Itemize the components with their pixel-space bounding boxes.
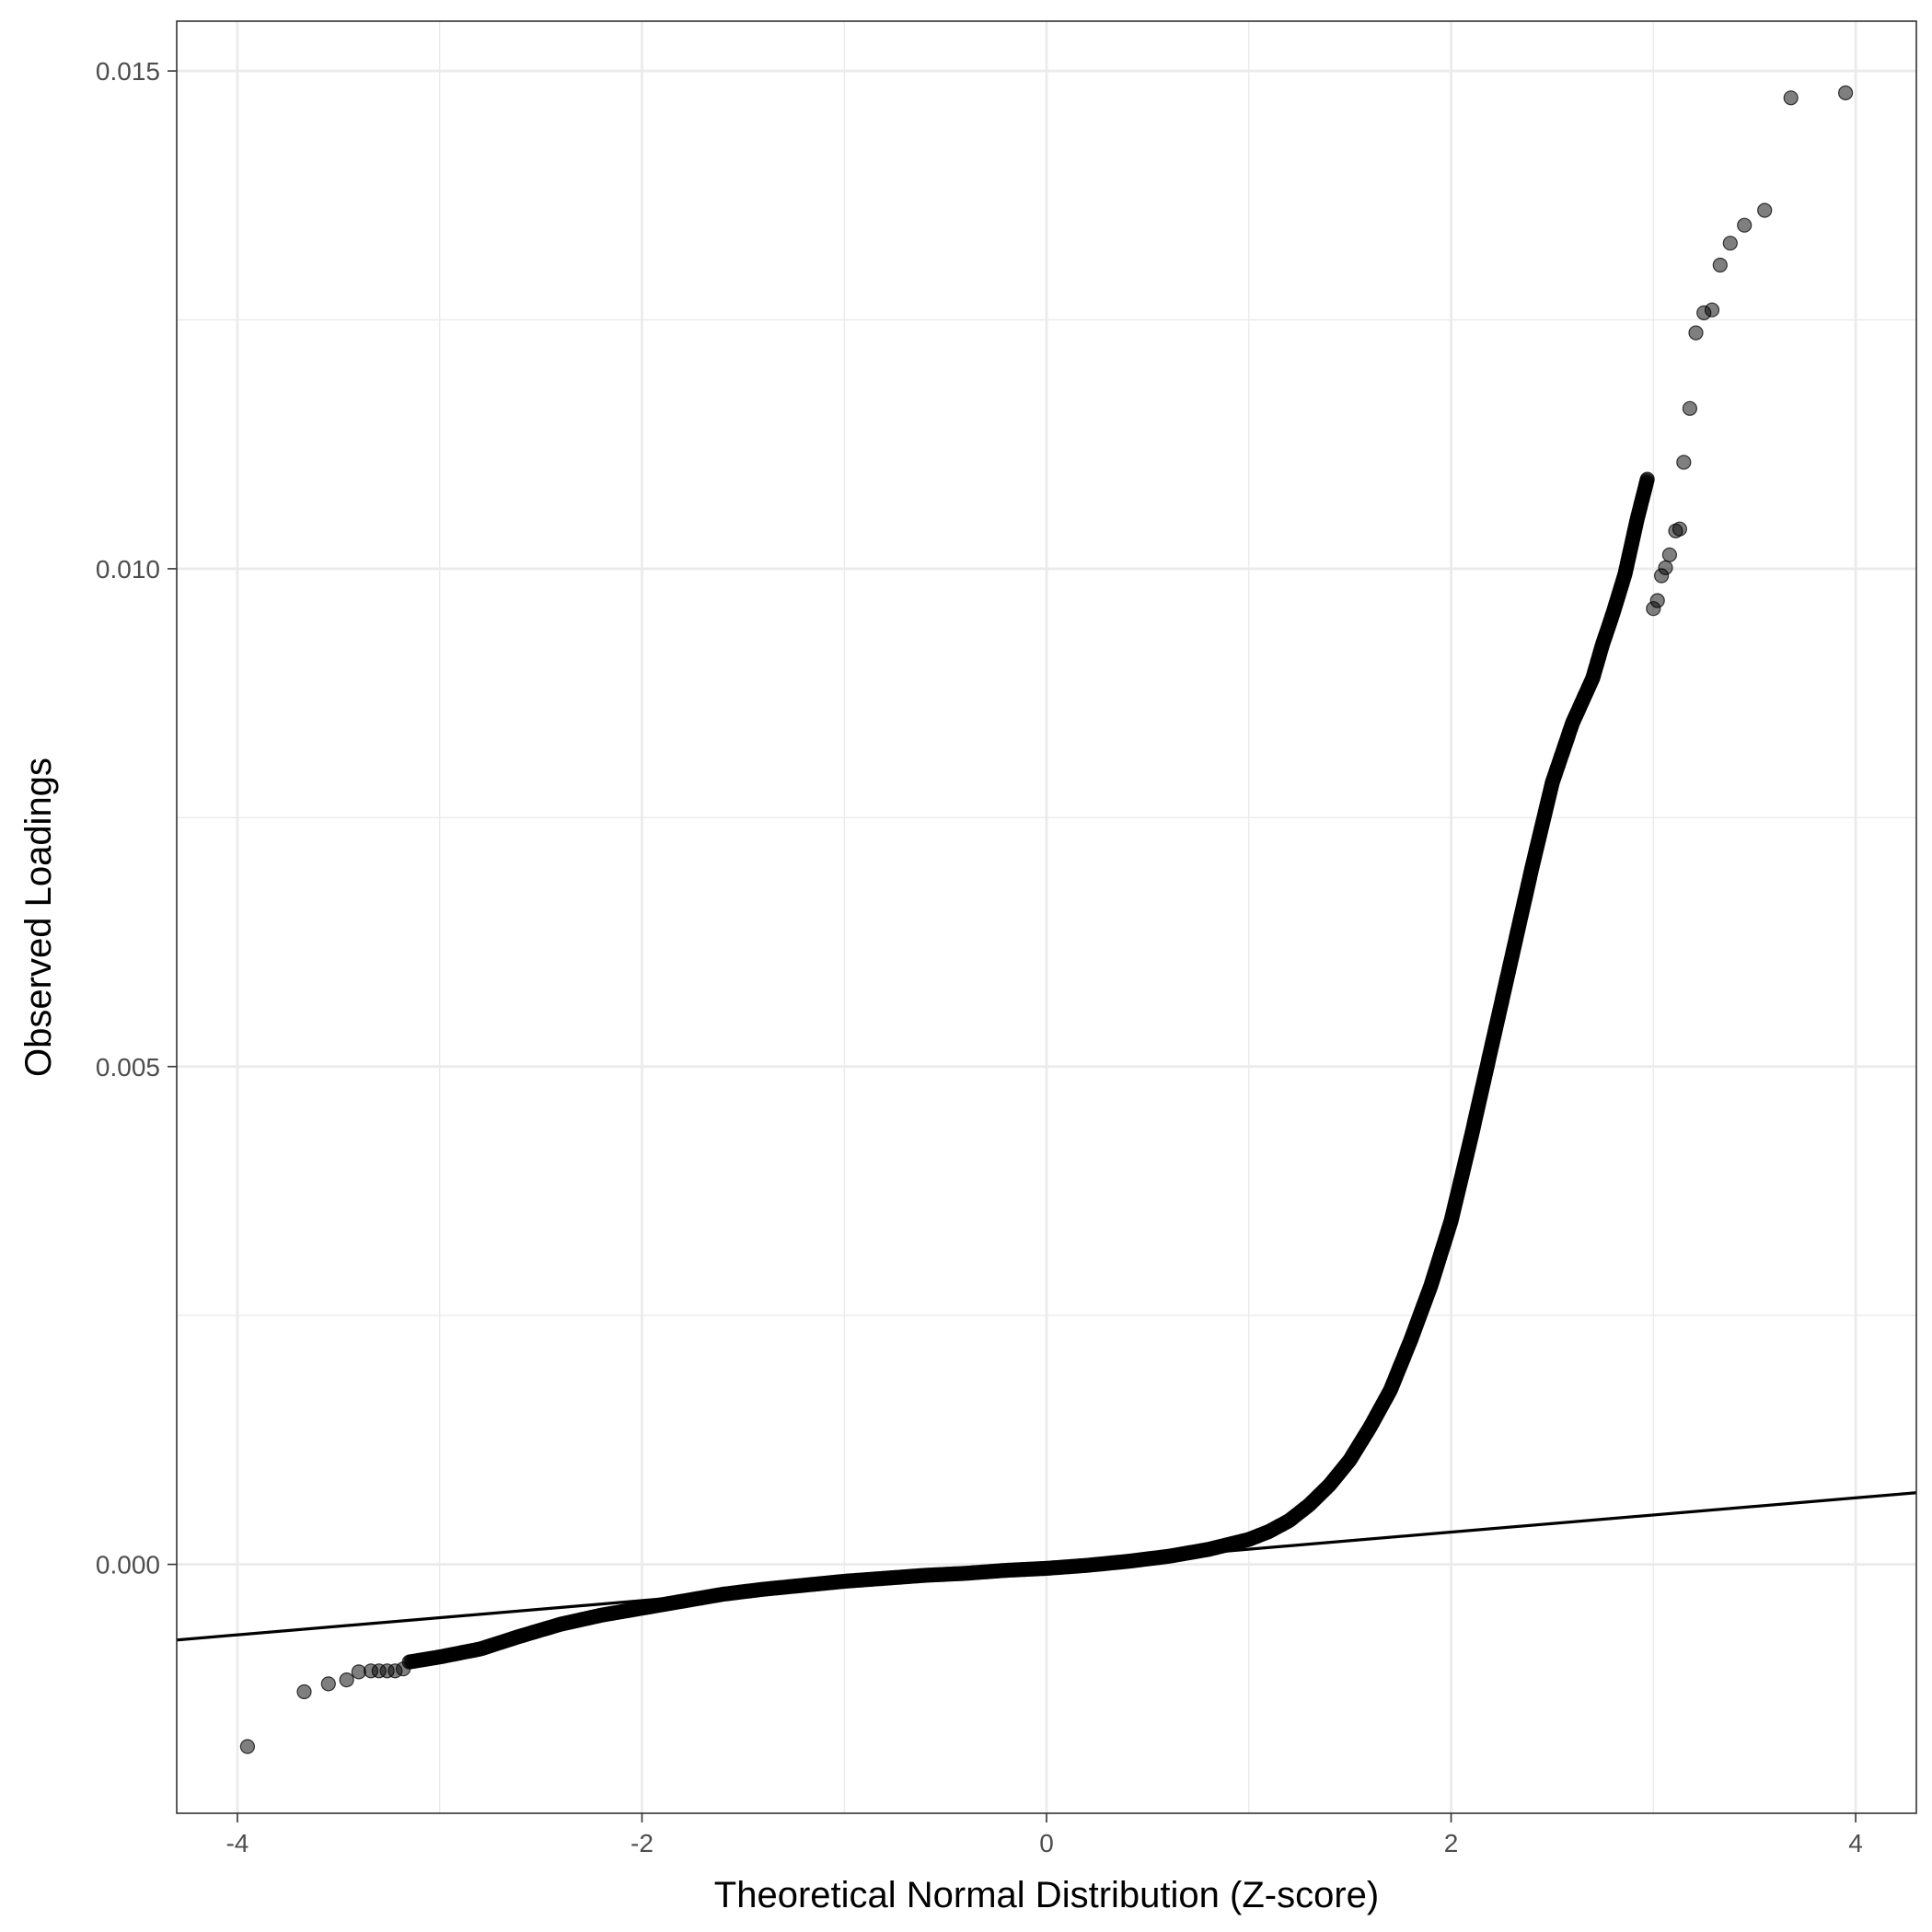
y-tick-label: 0.005 [96, 1053, 160, 1082]
data-point [1688, 325, 1704, 341]
data-point [1639, 471, 1655, 487]
x-tick-label: 4 [1848, 1829, 1863, 1857]
data-point [339, 1672, 354, 1688]
y-tick-label: 0.010 [96, 555, 160, 584]
data-point [1712, 257, 1728, 273]
x-tick-label: 2 [1444, 1829, 1459, 1857]
data-point [1661, 547, 1678, 562]
y-axis-ticks: 0.000 0.005 0.010 0.015 [96, 57, 177, 1579]
data-point [1676, 455, 1692, 470]
data-point [1704, 302, 1720, 318]
y-tick-label: 0.015 [96, 57, 160, 86]
data-point [1672, 521, 1688, 537]
y-axis-title: Observed Loadings [18, 758, 59, 1077]
x-tick-label: 0 [1039, 1829, 1054, 1857]
y-tick-label: 0.000 [96, 1551, 160, 1579]
data-point [1722, 236, 1738, 251]
data-point [239, 1739, 255, 1754]
data-point [1757, 202, 1773, 218]
data-point [1783, 90, 1799, 106]
data-point [396, 1661, 411, 1677]
x-tick-label: -2 [631, 1829, 654, 1857]
data-point [1658, 560, 1673, 575]
x-tick-label: -4 [226, 1829, 249, 1857]
x-axis-ticks: -4 -2 0 2 4 [226, 1813, 1863, 1857]
points-layer [239, 85, 1854, 1754]
data-point [1682, 400, 1698, 416]
data-point [1737, 217, 1753, 233]
data-point [296, 1683, 312, 1700]
data-point [1837, 85, 1854, 101]
data-point [320, 1676, 336, 1692]
x-axis-title: Theoretical Normal Distribution (Z-score… [714, 1875, 1379, 1915]
data-point [1649, 593, 1665, 608]
